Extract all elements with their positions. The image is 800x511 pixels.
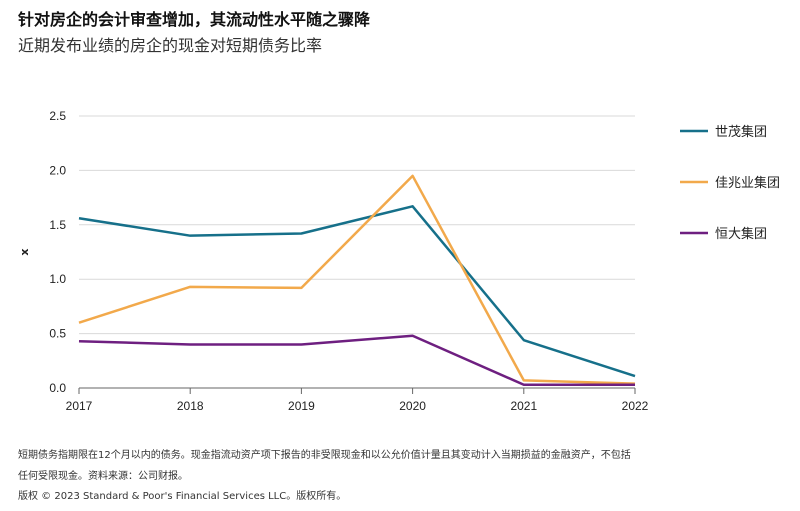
- series-line-2: [78, 174, 636, 385]
- series-line-1: [78, 205, 636, 378]
- footnote-source: 任何受限现金。资料来源：公司财报。: [18, 471, 188, 482]
- x-tick-label: 2022: [622, 399, 649, 413]
- x-tick-label: 2019: [288, 399, 315, 413]
- y-tick-label: 0.5: [49, 327, 66, 341]
- y-tick-label: 1.0: [49, 272, 66, 286]
- footnote: 短期债务指期限在12个月以内的债务。现金指流动资产项下报告的非受限现金和以公允价…: [18, 450, 631, 461]
- chart-title: 针对房企的会计审查增加，其流动性水平随之骤降: [18, 10, 371, 29]
- copyright: 版权 © 2023 Standard & Poor's Financial Se…: [18, 491, 347, 502]
- x-tick-label: 2018: [177, 399, 204, 413]
- y-axis-label: x: [18, 248, 31, 255]
- x-tick-label: 2017: [66, 399, 93, 413]
- x-tick-label: 2021: [510, 399, 537, 413]
- y-tick-label: 0.0: [49, 381, 66, 395]
- legend-label: 佳兆业集团: [715, 175, 780, 191]
- legend-label: 世茂集团: [715, 124, 767, 140]
- chart-subtitle: 近期发布业绩的房企的现金对短期债务比率: [18, 36, 323, 55]
- y-tick-label: 2.5: [49, 109, 66, 123]
- y-tick-label: 1.5: [49, 218, 66, 232]
- series-line-3: [78, 334, 635, 386]
- y-tick-label: 2.0: [49, 163, 66, 177]
- x-tick-label: 2020: [399, 399, 426, 413]
- legend-label: 恒大集团: [715, 226, 767, 242]
